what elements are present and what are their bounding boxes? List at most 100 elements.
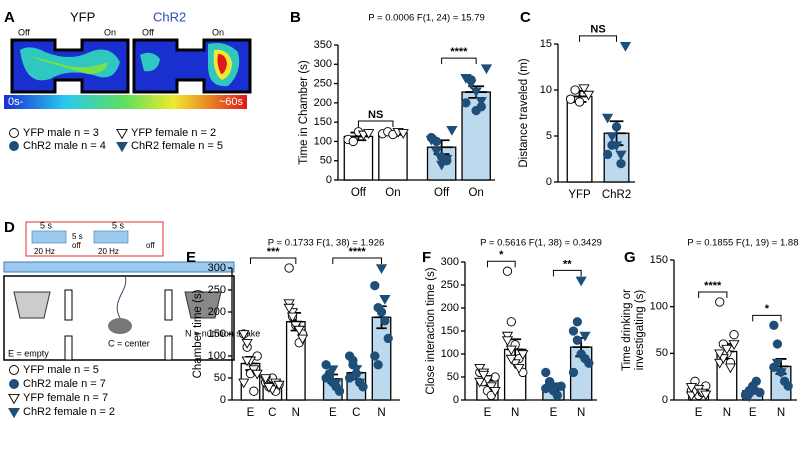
x-tick-label: E <box>550 407 558 419</box>
stat-text: P = 0.0006 F(1, 24) = 15.79 <box>368 13 485 24</box>
significance-bracket <box>752 314 782 322</box>
protocol-label: off <box>146 241 156 250</box>
protocol-label: off <box>72 241 82 250</box>
zone-label: N = nutrition shake <box>185 328 260 338</box>
point <box>475 97 487 107</box>
y-tick-label: 0 <box>662 394 668 406</box>
y-tick-label: 300 <box>208 262 226 274</box>
point <box>241 338 253 349</box>
point <box>743 392 755 403</box>
heatmap-label: Off <box>18 27 30 37</box>
panel-label: A <box>4 9 15 26</box>
legend-marker <box>9 128 19 138</box>
y-tick-label: 100 <box>314 135 332 147</box>
point <box>721 344 733 355</box>
y-tick-label: 0 <box>453 394 459 406</box>
y-tick-label: 250 <box>208 284 226 296</box>
point <box>572 335 582 345</box>
y-axis-label: investigating (s) <box>634 290 646 371</box>
x-tick-label: E <box>247 407 255 419</box>
y-tick-label: 10 <box>540 84 552 96</box>
y-tick-label: 100 <box>441 348 459 360</box>
arena <box>3 275 235 361</box>
point <box>460 73 472 84</box>
y-tick-label: 150 <box>314 116 332 128</box>
point <box>354 378 366 389</box>
point <box>568 367 579 378</box>
significance-bracket <box>698 291 728 298</box>
pulse-strip <box>3 261 235 273</box>
pulse-train <box>31 230 67 244</box>
legend-label: YFP male n = 5 <box>23 364 99 376</box>
point <box>425 135 437 146</box>
divider <box>164 289 173 321</box>
y-tick-label: 0 <box>220 394 226 406</box>
point <box>380 316 390 326</box>
zone-label: C = center <box>108 338 150 348</box>
point <box>582 90 595 101</box>
panel-label: E <box>186 249 196 266</box>
pulse-train <box>93 230 129 244</box>
y-tick-label: 150 <box>650 254 668 266</box>
significance-label: ** <box>563 258 572 270</box>
point <box>714 349 726 360</box>
point <box>249 386 259 396</box>
panel-label: D <box>4 219 15 236</box>
point <box>489 386 501 397</box>
panel-d: D 5 s 5 s off 5 s 20 Hz 20 Hz off E = em… <box>3 219 260 361</box>
point <box>273 380 285 391</box>
y-tick-label: 300 <box>314 58 332 70</box>
panel-label: C <box>520 9 531 26</box>
point <box>715 297 725 307</box>
panel-label: G <box>624 249 636 266</box>
panel-a: A YFP ChR2 Off On Off On 0s- ~60s <box>4 9 252 109</box>
panel-label: F <box>422 249 431 266</box>
point <box>348 355 358 366</box>
x-tick-label: E <box>484 407 492 419</box>
y-tick-label: 150 <box>441 325 459 337</box>
point <box>575 276 587 287</box>
legend-label: ChR2 female n = 2 <box>23 406 115 418</box>
y-tick-label: 50 <box>214 372 226 384</box>
x-tick-label: Off <box>434 187 450 199</box>
y-tick-label: 15 <box>540 38 552 50</box>
y-axis-label: Chamber time (s) <box>192 289 204 378</box>
legend-label: YFP female n = 7 <box>23 392 108 404</box>
point <box>611 122 622 132</box>
fiber <box>116 275 127 319</box>
mouse <box>108 318 132 334</box>
color-scale <box>4 95 247 109</box>
point <box>327 365 339 376</box>
stat-text: P = 0.1733 F(1, 38) = 1.926 <box>268 238 385 249</box>
point <box>446 126 458 136</box>
point <box>551 382 563 393</box>
point <box>259 374 272 384</box>
point <box>619 42 632 52</box>
point <box>606 132 618 142</box>
y-tick-label: 5 <box>546 130 552 142</box>
point <box>241 356 253 367</box>
point <box>397 129 409 139</box>
divider <box>64 289 73 321</box>
protocol-box <box>25 221 164 257</box>
protocol-label: 20 Hz <box>34 247 55 256</box>
point <box>505 345 517 356</box>
legend-marker <box>9 365 19 375</box>
y-tick-label: 100 <box>208 350 226 362</box>
y-tick-label: 200 <box>314 97 332 109</box>
x-tick-label: N <box>577 407 585 419</box>
point <box>286 312 299 323</box>
point <box>283 303 295 314</box>
point <box>350 365 362 376</box>
point <box>506 317 516 327</box>
legend-label: ChR2 female n = 5 <box>131 140 223 152</box>
heatmap-blob <box>217 54 227 74</box>
point <box>584 358 594 368</box>
y-axis-label: Time in Chamber (s) <box>298 60 310 165</box>
shake-cup <box>184 291 222 319</box>
point <box>513 363 525 374</box>
significance-label: *** <box>267 246 281 258</box>
y-tick-label: 0 <box>326 174 332 186</box>
point <box>610 141 623 152</box>
